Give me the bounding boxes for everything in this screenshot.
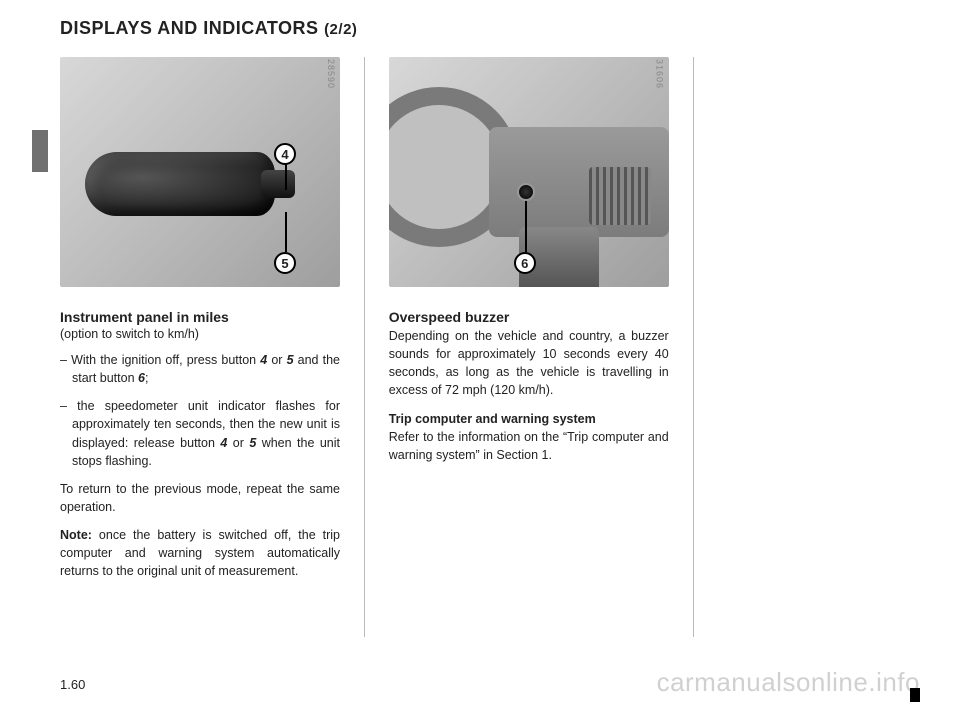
list-item: the speedometer unit indicator flashes f…	[72, 397, 340, 470]
column-divider	[693, 57, 694, 637]
callout-line	[525, 197, 527, 252]
callout-6: 6	[514, 252, 536, 274]
figure-code: 28590	[326, 59, 336, 89]
page-title: DISPLAYS AND INDICATORS (2/2)	[60, 18, 920, 39]
figure-stalk: 28590 4 5	[60, 57, 340, 287]
column-right	[717, 57, 920, 637]
instruction-list: With the ignition off, press button 4 or…	[60, 351, 340, 470]
col1-body: Instrument panel in miles (option to swi…	[60, 309, 340, 580]
column-divider	[364, 57, 365, 637]
col2-body: Overspeed buzzer Depending on the vehicl…	[389, 309, 669, 464]
col1-subnote: (option to switch to km/h)	[60, 327, 340, 341]
wiper-stalk-icon	[85, 152, 275, 216]
figure-interior: 31606 6	[389, 57, 669, 287]
col2-heading: Overspeed buzzer	[389, 309, 669, 325]
title-main: DISPLAYS AND INDICATORS	[60, 18, 319, 38]
start-button-icon	[517, 183, 535, 201]
column-middle: 31606 6 Overspeed buzzer Depending on th…	[389, 57, 669, 637]
callout-line	[285, 164, 287, 190]
paragraph-tripcomp: Trip computer and warning system Refer t…	[389, 410, 669, 464]
corner-mark-icon	[910, 688, 920, 702]
col1-heading: Instrument panel in miles	[60, 309, 340, 325]
column-left: 28590 4 5 Instrument panel in miles (opt…	[60, 57, 340, 637]
manual-page: DISPLAYS AND INDICATORS (2/2) 28590 4 5 …	[0, 0, 960, 710]
watermark: carmanualsonline.info	[657, 667, 920, 698]
paragraph-overspeed: Depending on the vehicle and country, a …	[389, 327, 669, 400]
callout-5: 5	[274, 252, 296, 274]
page-number: 1.60	[60, 677, 85, 692]
paragraph-return: To return to the previous mode, repeat t…	[60, 480, 340, 516]
paragraph-note: Note: once the battery is switched off, …	[60, 526, 340, 580]
callout-line	[285, 212, 287, 252]
title-part: (2/2)	[324, 21, 357, 38]
callout-4: 4	[274, 143, 296, 165]
section-tab	[32, 130, 48, 172]
air-vents-icon	[589, 167, 651, 225]
list-item: With the ignition off, press button 4 or…	[72, 351, 340, 387]
content-columns: 28590 4 5 Instrument panel in miles (opt…	[60, 57, 920, 637]
